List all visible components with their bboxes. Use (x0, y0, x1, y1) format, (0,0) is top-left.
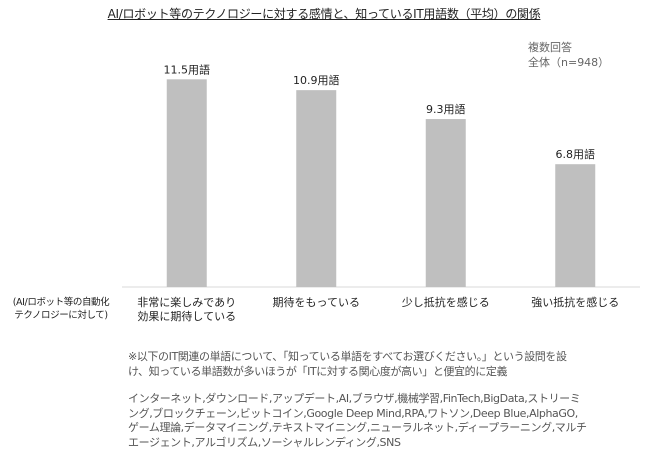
data-label-1: 11.5用語 (164, 62, 211, 76)
bar-4 (555, 164, 596, 287)
sample-note-answer-type: 複数回答 (528, 41, 572, 54)
bar-3 (425, 119, 466, 288)
footnote: ※以下のIT関連の単語について、「知っている単語をすべてお選びください。」という… (128, 350, 640, 450)
data-label-4: 6.8用語 (556, 147, 596, 161)
sample-note: 複数回答 全体（n=948） (528, 40, 643, 70)
footnote-terms-line2: ング,ブロックチェーン,ビットコイン,Google Deep Mind,RPA,… (128, 406, 578, 420)
row-header-line2: テクノロジーに対して) (14, 310, 108, 321)
data-label-2: 10.9用語 (293, 73, 340, 87)
chart-title: AI/ロボット等のテクノロジーに対する感情と、知っているIT用語数（平均）の関係 (107, 7, 541, 21)
sample-note-n: 全体（n=948） (528, 56, 610, 69)
row-header: (AI/ロボット等の自動化 テクノロジーに対して) (0, 296, 122, 322)
category-label-1-line1: 非常に楽しみであり (137, 296, 236, 309)
category-label-4: 強い抵抗を感じる (531, 295, 619, 309)
category-label-3: 少し抵抗を感じる (402, 295, 490, 309)
footnote-definition-line2: け、知っている単語数が多いほうが「ITに対する関心度が高い」と便宜的に定義 (128, 364, 508, 378)
row-header-line1: (AI/ロボット等の自動化 (12, 297, 110, 308)
footnote-terms-line3: ゲーム理論,データマイニング,テキストマイニング,ニューラルネット,ディープラー… (128, 421, 587, 434)
footnote-terms-line4: エージェント,アルゴリズム,ソーシャルレンディング,SNS (128, 435, 401, 449)
category-label-1-line2: 効果に期待している (137, 309, 236, 323)
footnote-definition-line1: ※以下のIT関連の単語について、「知っている単語をすべてお選びください。」という… (128, 350, 567, 363)
data-label-3: 9.3用語 (426, 102, 466, 116)
bar-2 (296, 90, 337, 287)
footnote-terms-line1: インターネット,ダウンロード,アップデート,AI,ブラウザ,機械学習,FinTe… (128, 392, 581, 405)
bar-1 (166, 79, 207, 287)
category-label-2: 期待をもっている (273, 295, 360, 309)
